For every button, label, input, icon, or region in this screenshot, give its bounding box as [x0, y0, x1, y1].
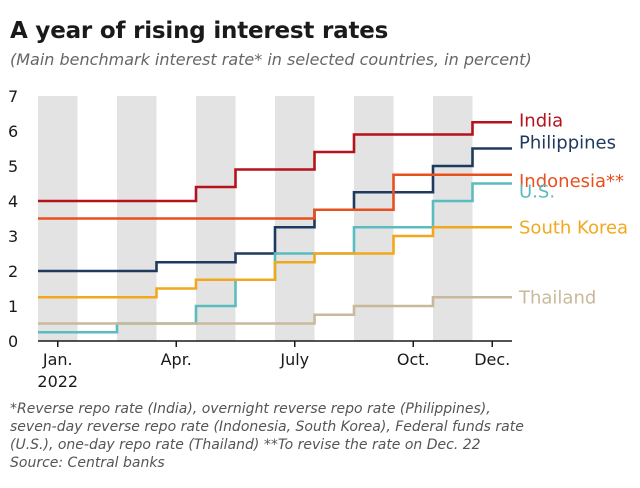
x-tick-label: Oct. — [397, 350, 430, 369]
footnote-line: (U.S.), one-day repo rate (Thailand) **T… — [10, 437, 481, 453]
y-tick-label: 7 — [8, 87, 18, 106]
series-label: India — [519, 110, 563, 131]
series-line — [38, 225, 512, 299]
series-line — [38, 173, 512, 220]
series-label: Thailand — [518, 287, 596, 308]
x-tick-label: Jan. — [42, 350, 73, 369]
series-line — [38, 120, 512, 203]
month-band — [433, 96, 473, 341]
line-chart: 0 1 2 3 4 5 6 7 Jan. 2022 Apr. July Oct. Dec. IndiaPhi… — [8, 87, 628, 391]
y-tick-label: 6 — [8, 122, 18, 141]
x-tick-label: July — [279, 350, 309, 369]
series-label: U.S. — [519, 182, 555, 203]
y-tick-label: 4 — [8, 192, 18, 211]
chart-title: A year of rising interest rates — [10, 18, 389, 44]
y-tick-label: 0 — [8, 332, 18, 351]
month-band — [354, 96, 394, 341]
x-tick-year-label: 2022 — [37, 372, 78, 391]
footnotes: *Reverse repo rate (India), overnight re… — [10, 400, 630, 472]
series-label: Indonesia** — [519, 171, 624, 192]
footnote-line: seven-day reverse repo rate (Indonesia, … — [10, 419, 524, 435]
series-line — [38, 295, 512, 325]
footnote-line: *Reverse repo rate (India), overnight re… — [10, 401, 491, 417]
y-tick-label: 3 — [8, 227, 18, 246]
chart-subtitle: (Main benchmark interest rate* in select… — [10, 50, 532, 69]
y-tick-label: 5 — [8, 157, 18, 176]
x-tick-label: Dec. — [474, 350, 510, 369]
x-tick-label: Apr. — [161, 350, 192, 369]
source-note: Source: Central banks — [10, 455, 165, 471]
series-label: South Korea — [519, 217, 628, 238]
y-tick-label: 2 — [8, 262, 18, 281]
series-label: Philippines — [519, 133, 616, 154]
y-tick-label: 1 — [8, 297, 18, 316]
